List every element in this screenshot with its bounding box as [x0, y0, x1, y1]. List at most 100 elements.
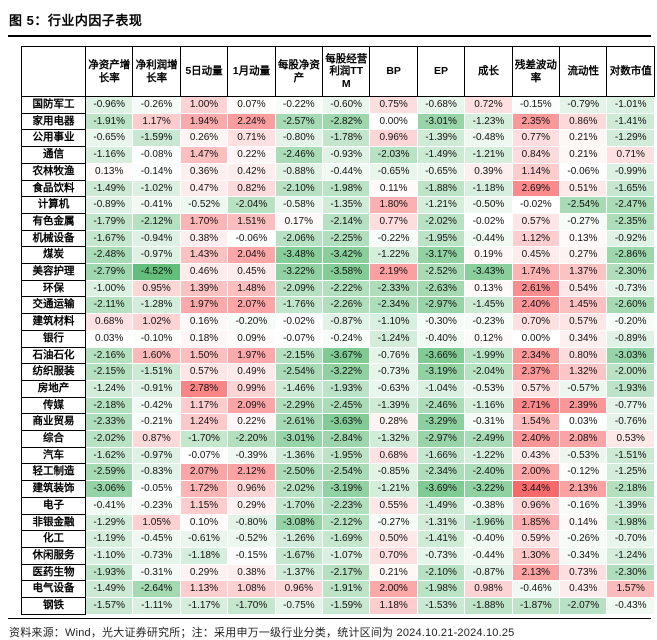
table-row: 综合 -2.02% 0.87% -1.70% -2.20% -3.01% -2.84% -1.…: [21, 430, 655, 448]
heatmap-cell: -2.11%: [84, 296, 134, 315]
heatmap-cell: -0.73%: [606, 279, 655, 298]
row-label: 钢铁: [21, 597, 86, 615]
heatmap-cell: 1.32%: [559, 363, 608, 381]
heatmap-cell: -0.14%: [132, 162, 181, 181]
heatmap-cell: -2.12%: [132, 212, 181, 231]
heatmap-cell: -3.19%: [322, 480, 371, 498]
heatmap-cell: 0.47%: [179, 179, 229, 198]
heatmap-cell: 0.45%: [227, 263, 276, 281]
heatmap-cell: 0.70%: [369, 546, 418, 565]
heatmap-cell: -0.85%: [369, 463, 418, 482]
heatmap-cell: -1.59%: [132, 129, 181, 148]
heatmap-cell: 2.34%: [511, 346, 561, 365]
heatmap-cell: -1.57%: [84, 597, 134, 615]
heatmap-cell: -3.03%: [606, 346, 655, 365]
heatmap-cell: 0.22%: [227, 413, 276, 432]
table-row: 银行 0.03% -0.10% 0.18% 0.09% -0.07% -0.24% -1.24…: [21, 329, 655, 348]
heatmap-cell: 0.72%: [464, 96, 513, 114]
column-header-1: 净利润增长率: [132, 46, 181, 97]
heatmap-cell: 1.94%: [179, 112, 229, 131]
heatmap-cell: 0.12%: [464, 329, 513, 348]
heatmap-cell: 2.24%: [227, 112, 276, 131]
heatmap-cell: 0.22%: [227, 146, 276, 164]
heatmap-cell: -0.60%: [322, 96, 371, 114]
heatmap-cell: -2.47%: [606, 196, 655, 214]
heatmap-cell: -2.10%: [416, 563, 466, 582]
heatmap-cell: -2.23%: [322, 496, 371, 515]
heatmap-cell: -1.59%: [322, 597, 371, 615]
heatmap-cell: 1.15%: [179, 496, 229, 515]
heatmap-cell: -1.76%: [274, 296, 324, 315]
heatmap-cell: -0.22%: [274, 96, 324, 114]
table-row: 公用事业 -0.65% -1.59% 0.26% 0.71% -0.80% -1.78% 0.…: [21, 129, 655, 148]
factor-table: 净资产增长率 净利润增长率 5日动量 1月动量 每股净资产 每股经营利润TTM BP EP 成长…: [21, 46, 655, 615]
heatmap-cell: 2.39%: [559, 396, 608, 415]
header-row: 净资产增长率 净利润增长率 5日动量 1月动量 每股净资产 每股经营利润TTM BP EP 成长…: [21, 46, 655, 97]
heatmap-cell: 0.00%: [511, 329, 561, 348]
heatmap-cell: -0.73%: [416, 546, 466, 565]
heatmap-cell: -1.70%: [227, 597, 276, 615]
heatmap-cell: 0.16%: [179, 313, 229, 331]
heatmap-cell: -3.08%: [274, 513, 324, 532]
row-label: 电子: [21, 496, 86, 515]
heatmap-cell: 2.04%: [227, 246, 276, 265]
row-label: 有色金属: [21, 212, 86, 231]
heatmap-cell: 0.59%: [511, 530, 561, 548]
heatmap-cell: -0.24%: [322, 329, 371, 348]
row-label: 石油石化: [21, 346, 86, 365]
heatmap-cell: 0.57%: [179, 363, 229, 381]
table-row: 家用电器 -1.91% 1.17% 1.94% 2.24% -2.57% -2.82% 0.0…: [21, 112, 655, 131]
heatmap-cell: -3.06%: [84, 480, 134, 498]
row-label: 机械设备: [21, 229, 86, 248]
heatmap-cell: 1.43%: [179, 246, 229, 265]
heatmap-cell: -2.33%: [369, 279, 418, 298]
table-row: 美容护理 -2.79% -4.52% 0.46% 0.45% -3.22% -3.58% 2.…: [21, 263, 655, 281]
corner-cell: [21, 46, 86, 97]
heatmap-cell: -2.52%: [416, 263, 466, 281]
heatmap-cell: -1.98%: [606, 513, 655, 532]
heatmap-cell: 0.71%: [606, 146, 655, 164]
heatmap-cell: -2.03%: [369, 146, 418, 164]
heatmap-cell: 0.53%: [606, 430, 655, 448]
heatmap-cell: -2.14%: [322, 212, 371, 231]
heatmap-cell: -0.44%: [464, 546, 513, 565]
heatmap-cell: 1.48%: [227, 279, 276, 298]
heatmap-cell: 2.07%: [179, 463, 229, 482]
heatmap-cell: -0.15%: [227, 546, 276, 565]
heatmap-cell: -3.58%: [322, 263, 371, 281]
heatmap-cell: -0.07%: [274, 329, 324, 348]
table-row: 商业贸易 -2.33% -0.21% 1.24% 0.22% -2.61% -3.63% 0.…: [21, 413, 655, 432]
heatmap-cell: -0.79%: [559, 96, 608, 114]
heatmap-cell: -1.51%: [606, 446, 655, 465]
heatmap-cell: -0.07%: [179, 446, 229, 465]
heatmap-cell: -2.45%: [322, 396, 371, 415]
heatmap-cell: 1.97%: [179, 296, 229, 315]
heatmap-cell: -0.05%: [132, 480, 181, 498]
heatmap-cell: -1.79%: [84, 212, 134, 231]
heatmap-cell: 0.50%: [369, 530, 418, 548]
heatmap-cell: 0.03%: [84, 329, 134, 348]
heatmap-cell: -0.16%: [559, 496, 608, 515]
heatmap-cell: -2.54%: [559, 196, 608, 214]
heatmap-cell: 0.96%: [274, 580, 324, 599]
heatmap-cell: 2.00%: [511, 463, 561, 482]
heatmap-cell: 2.69%: [511, 179, 561, 198]
heatmap-cell: -0.52%: [179, 196, 229, 214]
heatmap-cell: -0.97%: [132, 246, 181, 265]
heatmap-cell: -3.22%: [464, 480, 513, 498]
heatmap-cell: -1.87%: [511, 597, 561, 615]
heatmap-cell: -1.46%: [274, 379, 324, 398]
heatmap-cell: -1.95%: [322, 446, 371, 465]
heatmap-cell: -2.59%: [84, 463, 134, 482]
heatmap-cell: 0.77%: [511, 129, 561, 148]
heatmap-cell: 1.50%: [179, 346, 229, 365]
heatmap-cell: 1.80%: [369, 196, 418, 214]
heatmap-cell: -2.15%: [84, 363, 134, 381]
heatmap-cell: 0.87%: [132, 430, 181, 448]
heatmap-cell: 2.00%: [369, 580, 418, 599]
heatmap-cell: -0.65%: [84, 129, 134, 148]
heatmap-cell: -2.33%: [84, 413, 134, 432]
heatmap-cell: -2.34%: [416, 463, 466, 482]
heatmap-cell: -1.93%: [606, 379, 655, 398]
